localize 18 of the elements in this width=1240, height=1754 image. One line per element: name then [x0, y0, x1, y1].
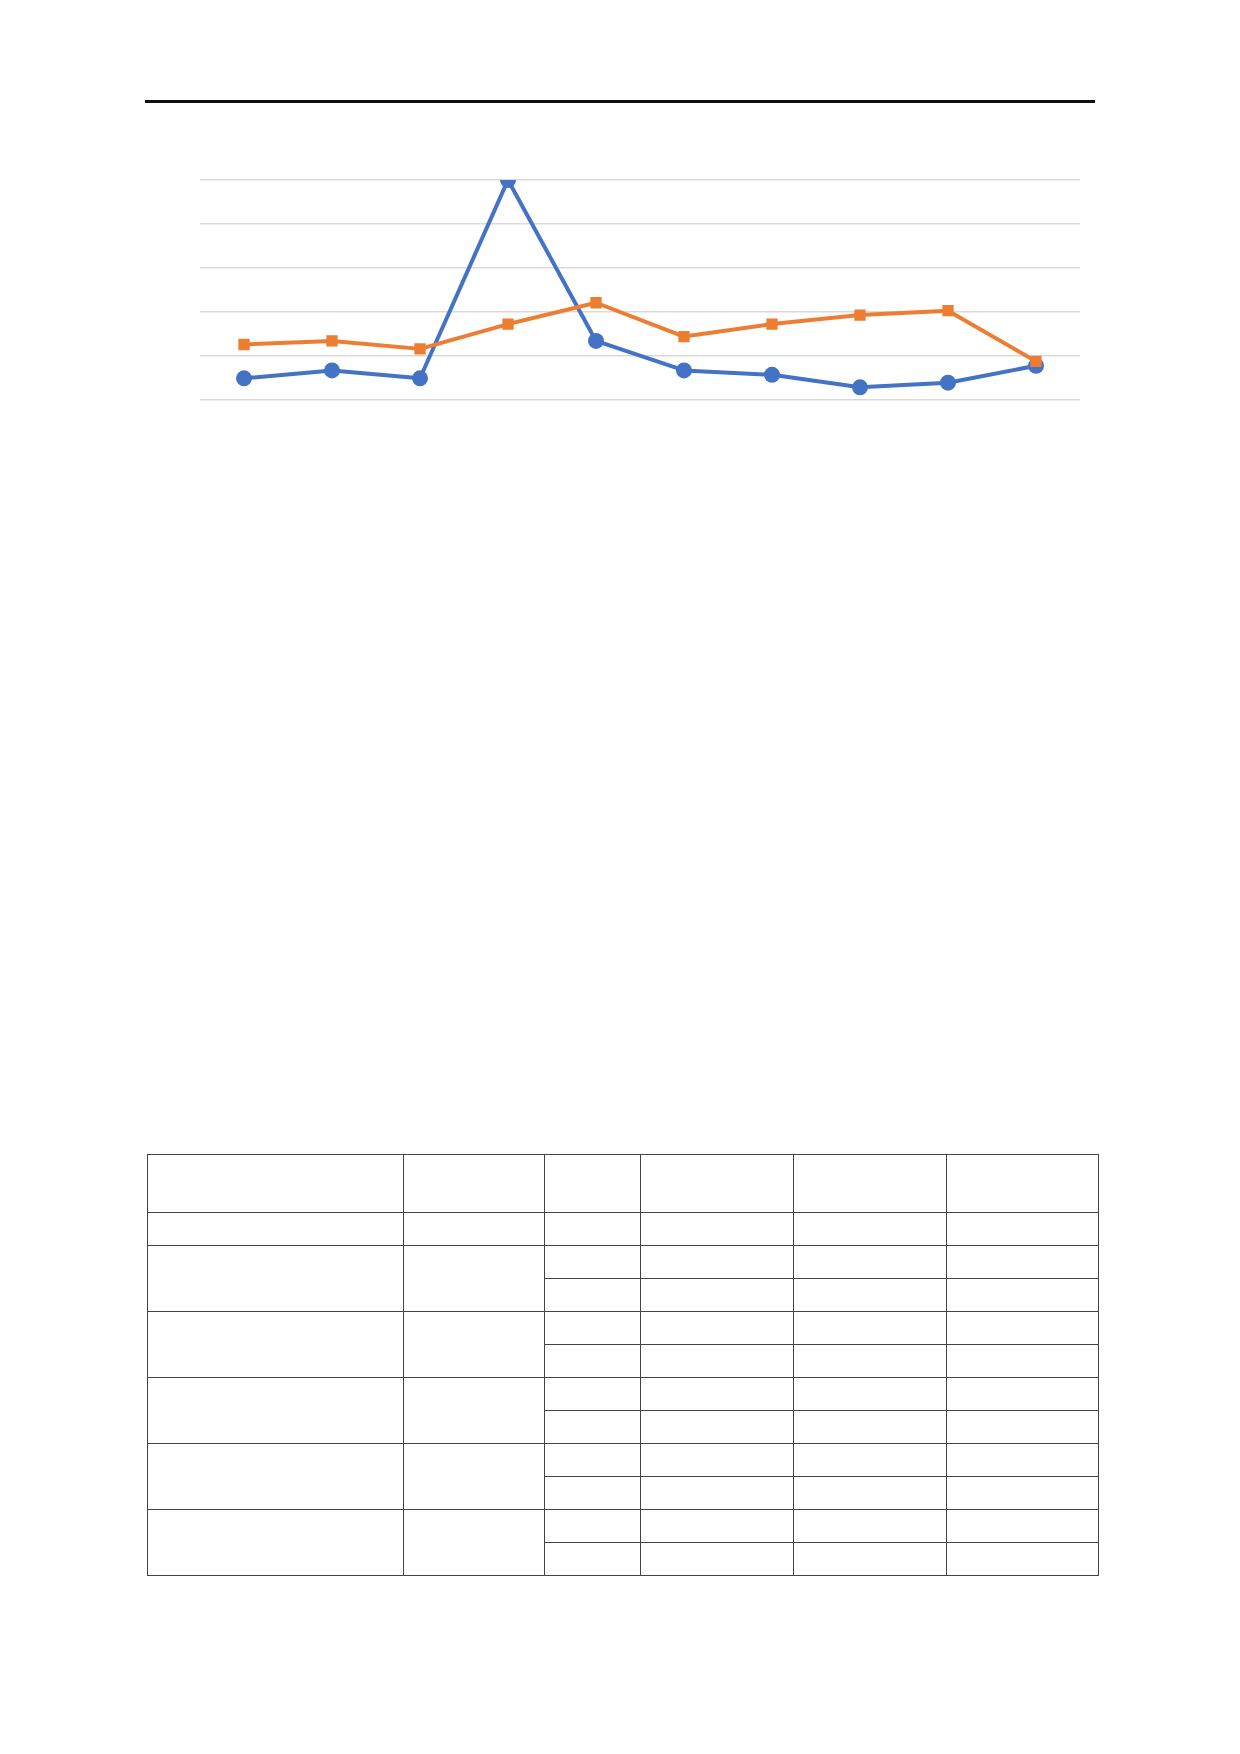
point [942, 305, 954, 317]
point [676, 362, 692, 379]
point [766, 318, 778, 330]
point [324, 362, 340, 379]
point [678, 330, 690, 343]
point [852, 379, 868, 396]
point [590, 297, 602, 309]
point [1030, 355, 1042, 368]
point [412, 370, 428, 387]
point [414, 343, 426, 355]
point [238, 338, 250, 351]
point [588, 332, 604, 349]
point [940, 374, 956, 391]
point [854, 309, 866, 321]
point [502, 318, 514, 330]
point [326, 335, 338, 347]
point [236, 370, 252, 387]
point [764, 366, 780, 383]
